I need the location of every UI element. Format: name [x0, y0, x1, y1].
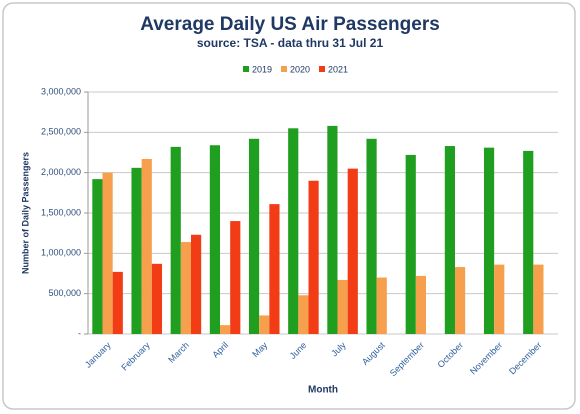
- bar: [337, 279, 348, 334]
- bar: [209, 145, 220, 334]
- bar: [170, 146, 181, 334]
- legend-swatch: [319, 66, 325, 72]
- bar: [494, 264, 505, 334]
- bar: [376, 277, 387, 334]
- bar: [151, 263, 163, 334]
- bar: [444, 146, 455, 334]
- bar: [230, 221, 241, 334]
- bar: [112, 271, 123, 334]
- y-tick-label: 1,500,000: [41, 207, 81, 217]
- legend-label: 2021: [328, 64, 348, 74]
- bar: [298, 295, 309, 334]
- bar: [102, 172, 113, 334]
- bar: [415, 275, 427, 334]
- legend-swatch: [243, 66, 249, 72]
- bar: [219, 325, 231, 334]
- bar: [454, 267, 466, 334]
- bar: [533, 264, 544, 334]
- y-tick-label: 3,000,000: [41, 86, 81, 96]
- bar: [141, 158, 152, 334]
- legend-label: 2020: [290, 64, 310, 74]
- bar: [288, 128, 299, 334]
- bar: [180, 242, 192, 334]
- bar: [269, 204, 280, 334]
- bar: [92, 179, 103, 334]
- legend-label: 2019: [252, 64, 272, 74]
- y-tick-label: 1,000,000: [41, 248, 81, 258]
- y-tick-label: 2,500,000: [41, 127, 81, 137]
- bar: [191, 234, 202, 334]
- y-axis-title: Number of Daily Passengers: [20, 152, 30, 274]
- bar: [405, 154, 416, 334]
- bar: [483, 147, 495, 334]
- bar: [366, 138, 377, 334]
- bar: [259, 315, 270, 334]
- bar: [347, 168, 358, 334]
- chart-title: Average Daily US Air Passengers: [140, 14, 440, 35]
- legend-swatch: [281, 66, 287, 72]
- bar: [131, 167, 142, 334]
- y-tick-label: 500,000: [48, 288, 81, 298]
- y-tick-label: 2,000,000: [41, 167, 81, 177]
- bar: [248, 138, 260, 334]
- x-axis-title: Month: [308, 385, 338, 396]
- y-tick-label: -: [78, 328, 81, 338]
- chart-subtitle: source: TSA - data thru 31 Jul 21: [197, 36, 384, 50]
- bar: [327, 125, 338, 334]
- bar: [308, 180, 319, 334]
- bar: [523, 150, 534, 334]
